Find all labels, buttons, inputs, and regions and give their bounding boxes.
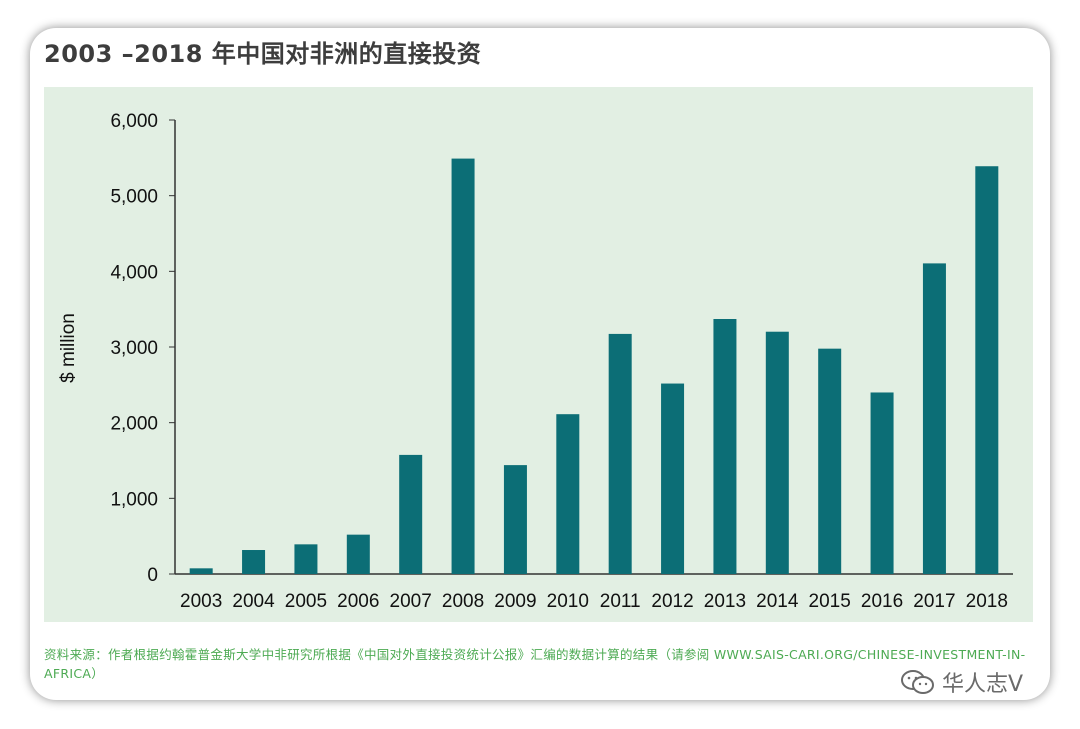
y-axis-label: $ million — [58, 313, 79, 383]
bar-2003 — [189, 568, 213, 574]
y-tick-label: 4,000 — [110, 262, 158, 283]
bar-2014 — [765, 331, 789, 574]
bar-2015 — [818, 348, 842, 574]
bar-2010 — [556, 414, 580, 574]
x-tick-label: 2008 — [442, 591, 484, 612]
y-tick-label: 0 — [147, 565, 158, 586]
x-tick-label: 2006 — [337, 591, 379, 612]
x-tick-label: 2004 — [232, 591, 275, 612]
bar-2007 — [399, 454, 423, 574]
x-tick-label: 2017 — [913, 591, 955, 612]
x-tick-label: 2003 — [180, 591, 222, 612]
bar-2012 — [661, 383, 685, 574]
x-tick-label: 2007 — [390, 591, 432, 612]
bar-2006 — [346, 534, 370, 574]
bar-2008 — [451, 158, 475, 574]
watermark-text: 华人志V — [942, 672, 1024, 697]
y-tick-label: 5,000 — [110, 187, 158, 208]
x-tick-label: 2018 — [966, 591, 1008, 612]
x-tick-label: 2005 — [285, 591, 327, 612]
bar-2016 — [870, 392, 894, 574]
plot-background — [44, 87, 1033, 622]
source-note: 资料来源：作者根据约翰霍普金斯大学中非研究所根据《中国对外直接投资统计公报》汇编… — [44, 647, 1026, 681]
bar-2004 — [242, 550, 266, 574]
y-tick-label: 1,000 — [110, 489, 158, 510]
x-tick-label: 2016 — [861, 591, 903, 612]
y-tick-label: 6,000 — [110, 111, 158, 132]
y-tick-label: 2,000 — [110, 414, 158, 435]
bar-2018 — [975, 166, 999, 574]
bar-2005 — [294, 544, 318, 574]
bar-2011 — [608, 333, 632, 574]
wechat-icon — [900, 669, 936, 695]
bar-2009 — [503, 465, 527, 574]
y-tick-label: 3,000 — [110, 338, 158, 359]
chart-title: 2003 –2018 年中国对非洲的直接投资 — [44, 40, 482, 68]
x-tick-label: 2011 — [600, 591, 641, 612]
bar-2017 — [922, 263, 946, 574]
x-tick-label: 2013 — [704, 591, 746, 612]
x-tick-label: 2015 — [809, 591, 851, 612]
x-tick-label: 2009 — [494, 591, 536, 612]
x-tick-label: 2010 — [547, 591, 589, 612]
watermark: 华人志V — [900, 666, 1023, 698]
x-tick-label: 2014 — [756, 591, 799, 612]
x-tick-label: 2012 — [651, 591, 693, 612]
bar-2013 — [713, 319, 737, 574]
